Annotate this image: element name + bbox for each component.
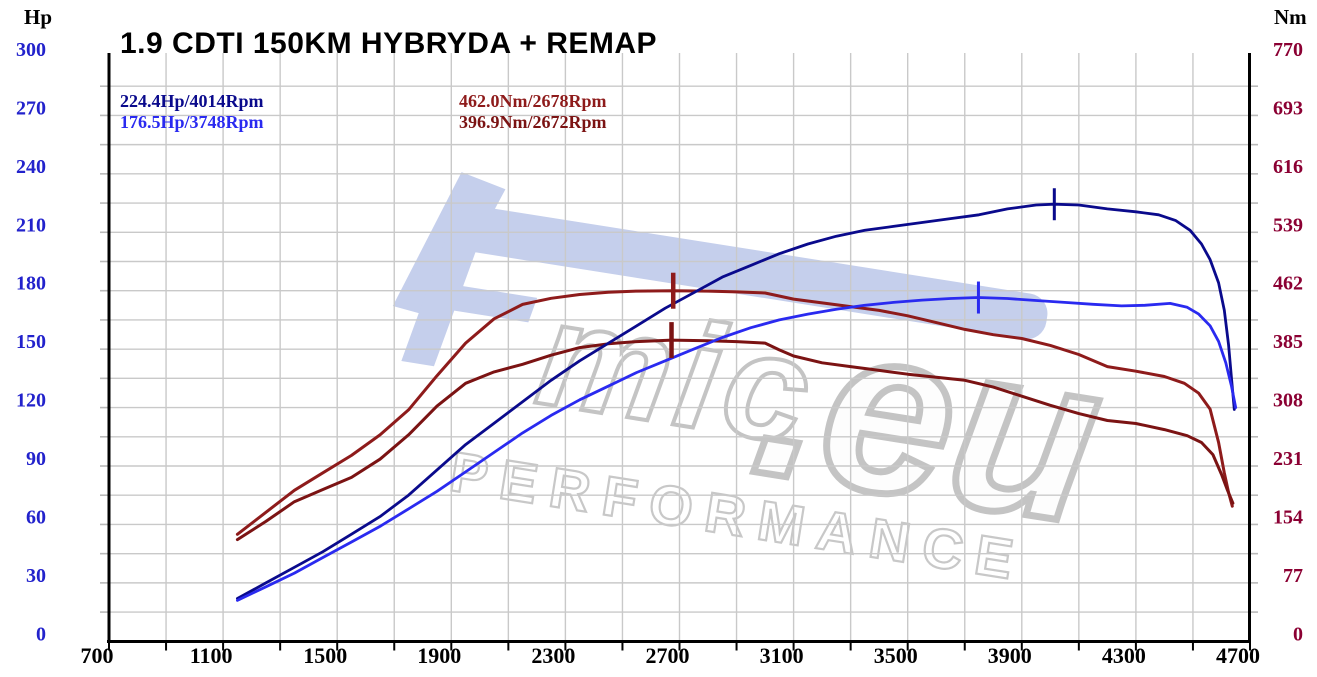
left-axis-tick-label: 90 (26, 448, 46, 470)
legend-torque-after: 462.0Nm/2678Rpm (459, 91, 607, 111)
curve-torque-before-remap (235, 338, 1235, 542)
left-axis-tick-label: 60 (26, 506, 46, 528)
right-axis-tick-label: 77 (1283, 565, 1303, 587)
legend-torque-before: 396.9Nm/2672Rpm (459, 112, 607, 132)
legend-power-before: 176.5Hp/3748Rpm (120, 112, 264, 132)
right-axis-unit-label: Nm (1274, 5, 1307, 29)
x-axis-tick-label: 1900 (417, 643, 461, 668)
x-axis-tick-label: 2700 (646, 643, 690, 668)
left-axis-tick-label: 210 (16, 214, 46, 236)
x-axis-tick-label: 1500 (303, 643, 347, 668)
left-axis-tick-label: 150 (16, 331, 46, 353)
left-axis-tick-label: 120 (16, 390, 46, 412)
left-axis-tick-label: 270 (16, 97, 46, 119)
right-axis-tick-label: 462 (1273, 273, 1303, 295)
right-axis-tick-label: 693 (1273, 97, 1303, 119)
x-axis-tick-label: 4700 (1216, 643, 1260, 668)
x-axis-tick-label: 700 (81, 643, 114, 668)
grid-lines (100, 53, 1258, 641)
tick-labels: 700 1100 1500 1900 2300 2700 3100 3500 3900 4300 4… (16, 39, 1303, 668)
left-axis-tick-label: 240 (16, 156, 46, 178)
left-axis-tick-label: 180 (16, 273, 46, 295)
right-axis-tick-label: 539 (1273, 214, 1303, 236)
right-axis-tick-label: 308 (1273, 390, 1303, 412)
right-axis-tick-label: 770 (1273, 39, 1303, 61)
axes (107, 53, 1251, 651)
curve-power-before-remap (235, 296, 1238, 602)
curve-power-after-remap (235, 202, 1236, 600)
curve-torque-after-remap (235, 289, 1234, 536)
left-axis-tick-label: 300 (16, 39, 46, 61)
legend-power-after: 224.4Hp/4014Rpm (120, 91, 264, 111)
left-axis-unit-label: Hp (24, 5, 52, 29)
peak-markers (669, 188, 1056, 359)
x-axis-tick-label: 3100 (760, 643, 804, 668)
right-axis-tick-label: 231 (1273, 448, 1303, 470)
x-axis-tick-label: 3500 (874, 643, 918, 668)
chart-title: 1.9 CDTI 150KM HYBRYDA + REMAP (120, 27, 657, 60)
curves (235, 202, 1238, 602)
watermark-band (458, 206, 1048, 340)
right-axis-tick-label: 616 (1273, 156, 1303, 178)
left-axis-tick-label: 0 (36, 623, 46, 645)
left-axis-tick-label: 30 (26, 565, 46, 587)
right-axis-tick-label: 385 (1273, 331, 1303, 353)
x-axis-tick-label: 1100 (190, 643, 233, 668)
right-axis-tick-label: 154 (1273, 506, 1303, 528)
watermark-f-stem (392, 172, 506, 319)
x-axis-tick-label: 3900 (988, 643, 1032, 668)
right-axis-tick-label: 0 (1293, 623, 1303, 645)
watermark-domain: .eu (741, 260, 1118, 573)
x-axis-tick-label: 4300 (1102, 643, 1146, 668)
x-axis-tick-label: 2300 (531, 643, 575, 668)
